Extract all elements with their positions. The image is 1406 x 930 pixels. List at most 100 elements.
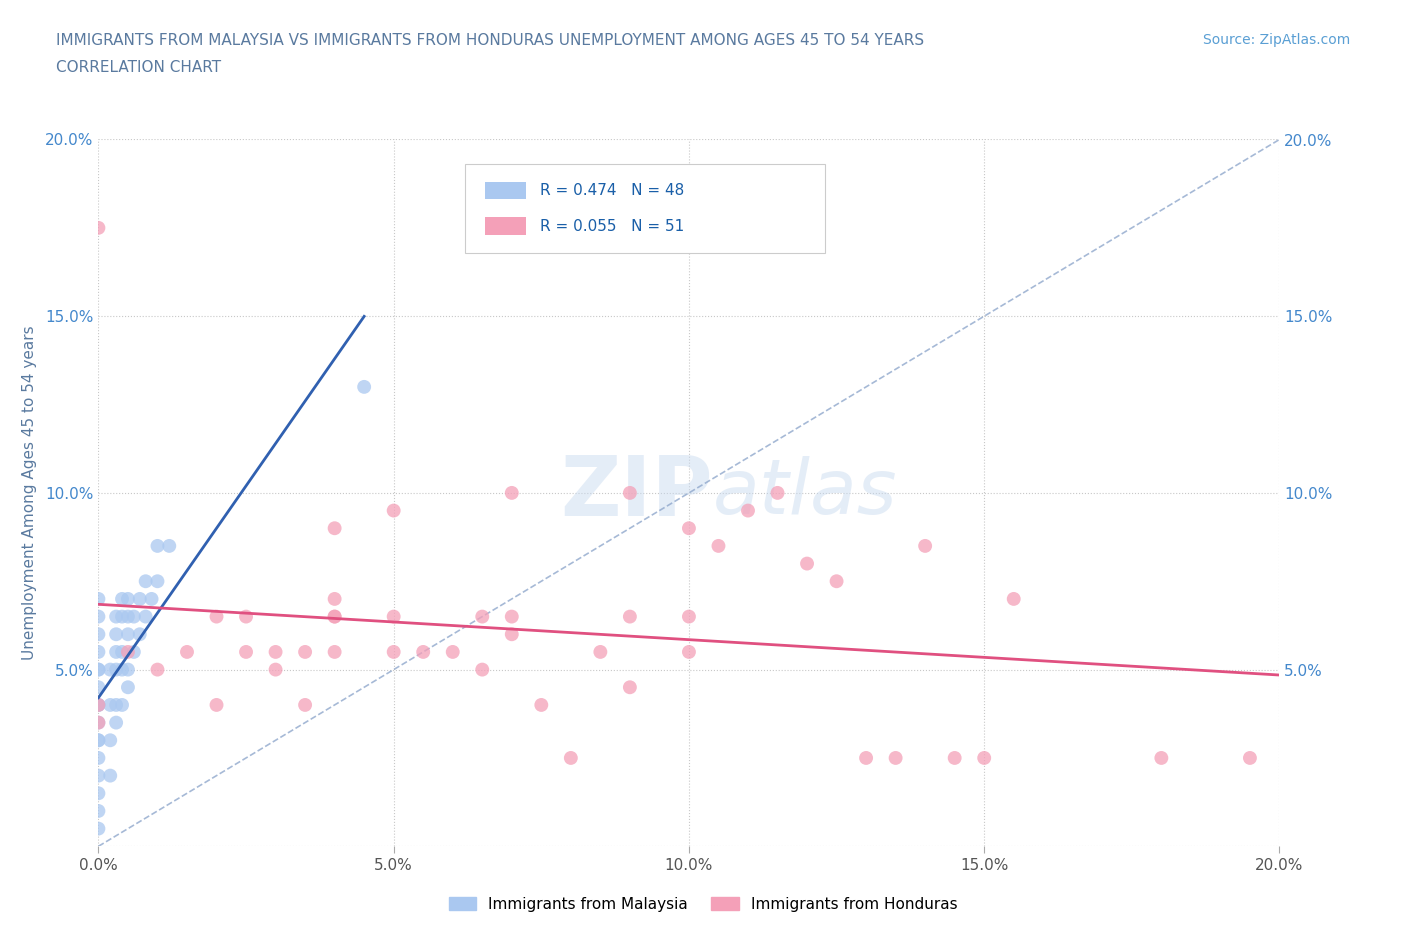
- Point: [87, 698, 110, 712]
- Point: [323, 591, 346, 606]
- Point: [382, 644, 405, 659]
- Point: [117, 662, 139, 677]
- Point: [87, 715, 110, 730]
- Point: [87, 680, 110, 695]
- Y-axis label: Unemployment Among Ages 45 to 54 years: Unemployment Among Ages 45 to 54 years: [22, 326, 37, 660]
- Point: [87, 644, 110, 659]
- Point: [471, 609, 494, 624]
- Point: [111, 644, 134, 659]
- Point: [678, 644, 700, 659]
- Point: [471, 662, 494, 677]
- Point: [87, 804, 110, 818]
- Point: [766, 485, 789, 500]
- Point: [98, 698, 121, 712]
- Point: [105, 627, 128, 642]
- Point: [323, 609, 346, 624]
- Text: CORRELATION CHART: CORRELATION CHART: [56, 60, 221, 75]
- Point: [105, 715, 128, 730]
- Text: Source: ZipAtlas.com: Source: ZipAtlas.com: [1202, 33, 1350, 46]
- Point: [135, 609, 157, 624]
- Point: [146, 574, 169, 589]
- Point: [87, 786, 110, 801]
- Point: [117, 609, 139, 624]
- Point: [87, 733, 110, 748]
- Point: [117, 644, 139, 659]
- Text: IMMIGRANTS FROM MALAYSIA VS IMMIGRANTS FROM HONDURAS UNEMPLOYMENT AMONG AGES 45 : IMMIGRANTS FROM MALAYSIA VS IMMIGRANTS F…: [56, 33, 924, 47]
- Point: [560, 751, 582, 765]
- Point: [141, 591, 163, 606]
- Point: [707, 538, 730, 553]
- Point: [87, 768, 110, 783]
- Point: [235, 609, 257, 624]
- Point: [128, 627, 150, 642]
- Point: [294, 644, 316, 659]
- Point: [111, 609, 134, 624]
- Point: [176, 644, 198, 659]
- FancyBboxPatch shape: [485, 181, 526, 199]
- Point: [135, 574, 157, 589]
- Point: [619, 609, 641, 624]
- Point: [619, 485, 641, 500]
- Point: [87, 698, 110, 712]
- Point: [323, 644, 346, 659]
- Point: [855, 751, 877, 765]
- Point: [1150, 751, 1173, 765]
- Point: [98, 662, 121, 677]
- Point: [122, 609, 145, 624]
- Point: [441, 644, 464, 659]
- Point: [105, 698, 128, 712]
- Point: [943, 751, 966, 765]
- Point: [87, 821, 110, 836]
- Point: [737, 503, 759, 518]
- Point: [122, 644, 145, 659]
- Point: [128, 591, 150, 606]
- Point: [323, 521, 346, 536]
- Point: [146, 662, 169, 677]
- Point: [87, 733, 110, 748]
- Point: [87, 698, 110, 712]
- Point: [589, 644, 612, 659]
- Point: [619, 680, 641, 695]
- Point: [98, 733, 121, 748]
- Point: [294, 698, 316, 712]
- Point: [105, 644, 128, 659]
- Point: [87, 627, 110, 642]
- Point: [382, 609, 405, 624]
- Point: [87, 751, 110, 765]
- Text: atlas: atlas: [713, 456, 897, 530]
- Point: [382, 503, 405, 518]
- Point: [117, 627, 139, 642]
- Point: [914, 538, 936, 553]
- Point: [87, 609, 110, 624]
- Point: [105, 609, 128, 624]
- Point: [501, 609, 523, 624]
- Point: [87, 715, 110, 730]
- Text: R = 0.474   N = 48: R = 0.474 N = 48: [540, 183, 685, 198]
- Point: [87, 591, 110, 606]
- Point: [678, 609, 700, 624]
- Point: [205, 698, 228, 712]
- Point: [678, 521, 700, 536]
- Point: [796, 556, 818, 571]
- Point: [353, 379, 375, 394]
- Point: [105, 662, 128, 677]
- Point: [111, 698, 134, 712]
- Point: [1239, 751, 1261, 765]
- Text: R = 0.055   N = 51: R = 0.055 N = 51: [540, 219, 685, 233]
- Point: [264, 644, 287, 659]
- Point: [501, 627, 523, 642]
- Point: [87, 662, 110, 677]
- Point: [111, 591, 134, 606]
- Point: [825, 574, 848, 589]
- Text: ZIP: ZIP: [560, 452, 713, 534]
- FancyBboxPatch shape: [485, 218, 526, 235]
- Point: [1002, 591, 1025, 606]
- Legend: Immigrants from Malaysia, Immigrants from Honduras: Immigrants from Malaysia, Immigrants fro…: [443, 890, 963, 918]
- Point: [117, 680, 139, 695]
- Point: [117, 591, 139, 606]
- Point: [87, 220, 110, 235]
- Point: [323, 609, 346, 624]
- Point: [973, 751, 995, 765]
- Point: [235, 644, 257, 659]
- FancyBboxPatch shape: [464, 165, 825, 253]
